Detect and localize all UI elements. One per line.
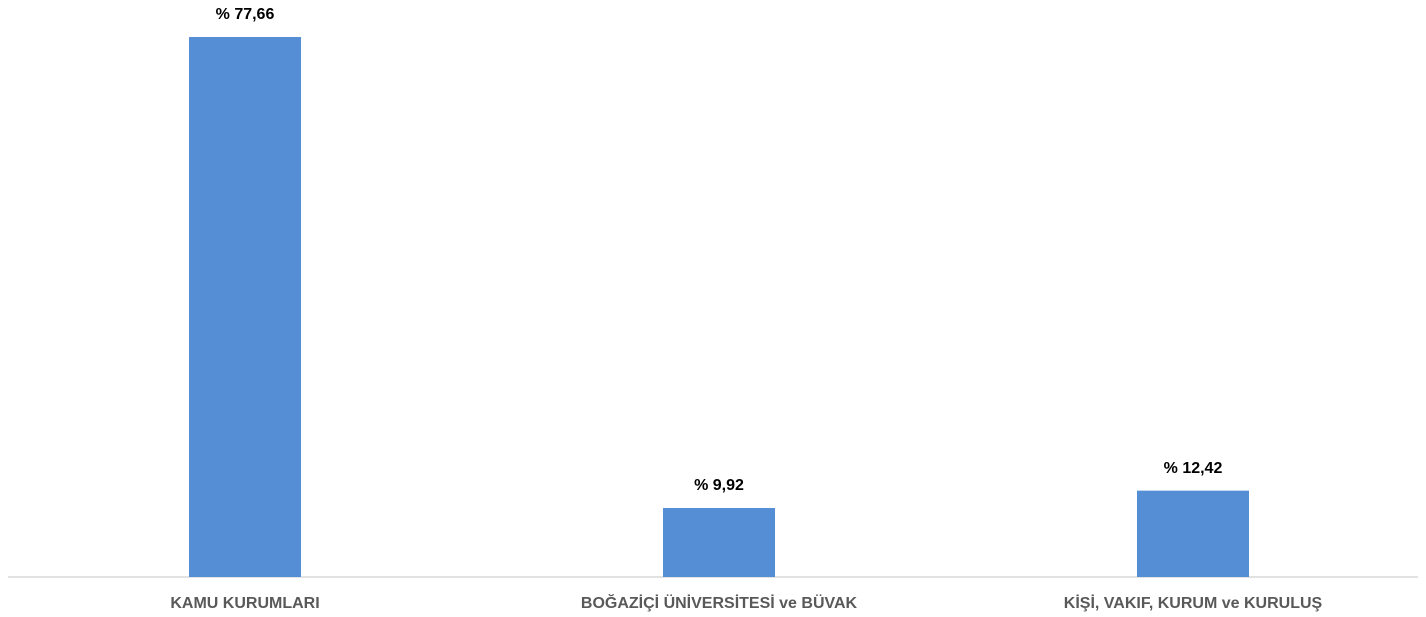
x-tick-label: KİŞİ, VAKIF, KURUM ve KURULUŞ — [1064, 594, 1323, 612]
bar — [663, 508, 775, 577]
value-label: % 12,42 — [1164, 460, 1223, 477]
value-label: % 9,92 — [694, 477, 744, 494]
x-tick-label: KAMU KURUMLARI — [170, 595, 319, 612]
bar — [189, 37, 301, 577]
bar — [1137, 490, 1249, 577]
value-label: % 77,66 — [216, 6, 275, 23]
x-tick-label: BOĞAZİÇİ ÜNİVERSİTESİ ve BÜVAK — [581, 593, 858, 612]
